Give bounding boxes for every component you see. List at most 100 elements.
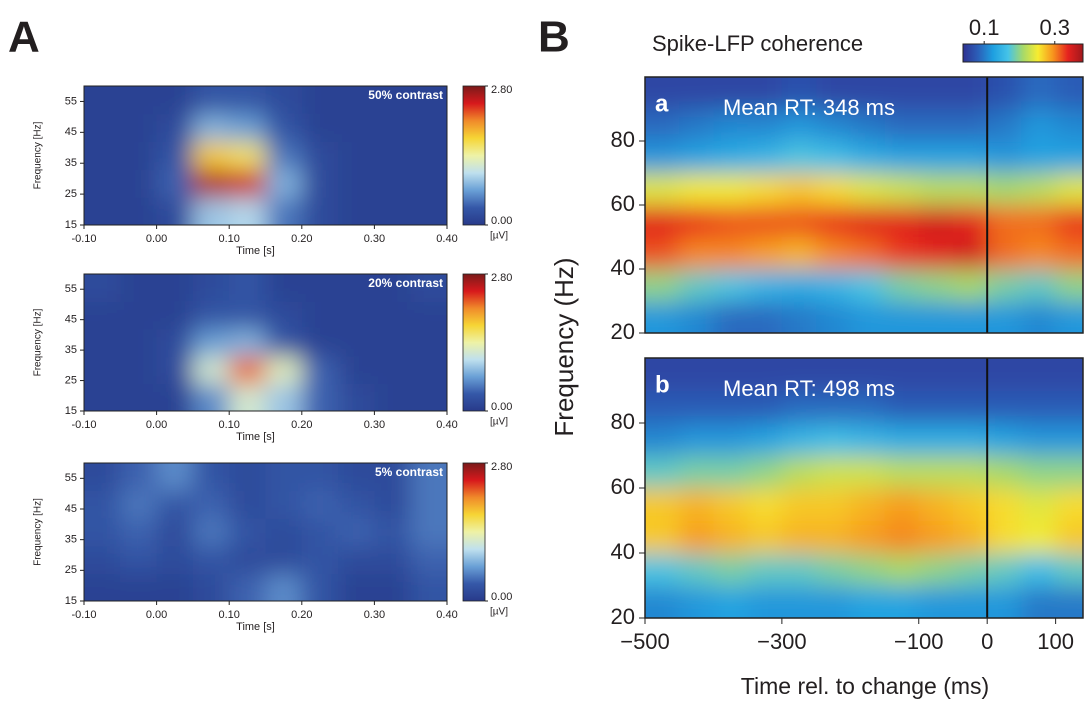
y-tick-label: 60 <box>611 191 635 216</box>
x-tick-label: -0.10 <box>71 233 96 245</box>
heatmap-cell <box>884 553 920 586</box>
heatmap-cell <box>987 358 1022 391</box>
heatmap <box>645 77 1083 333</box>
heatmap-cell <box>265 274 303 302</box>
heatmap-cell <box>884 488 920 521</box>
heatmap-cell <box>952 455 988 489</box>
y-tick-label: 35 <box>65 157 77 169</box>
heatmap-cell <box>120 356 158 385</box>
heatmap-cell <box>120 328 158 357</box>
heatmap-cell <box>679 358 714 391</box>
heatmap-cell <box>918 141 954 174</box>
y-tick-label: 80 <box>611 409 635 434</box>
heatmap-cell <box>1021 141 1057 174</box>
x-tick-label: −500 <box>620 629 670 654</box>
heatmap-cell <box>850 109 886 142</box>
heatmap-cell <box>884 77 920 110</box>
heatmap-cell <box>850 205 886 238</box>
heatmap-cell <box>192 490 230 519</box>
y-tick-label: 40 <box>611 539 635 564</box>
heatmap-cell <box>645 358 680 391</box>
heatmap-cell <box>987 423 1022 456</box>
y-axis-label: Frequency [Hz] <box>33 498 44 566</box>
heatmap-cell <box>918 585 954 618</box>
heatmap-cell <box>156 169 194 198</box>
heatmap-cell <box>374 141 412 170</box>
x-axis-label: Time [s] <box>236 245 275 257</box>
heatmap-cell <box>816 585 851 618</box>
heatmap-cell <box>952 141 988 174</box>
y-tick-label: 15 <box>65 219 77 231</box>
heatmap-cell <box>952 520 988 554</box>
heatmap-cell <box>645 109 680 142</box>
heatmap-cell <box>952 488 988 521</box>
heatmap-cell <box>229 86 266 115</box>
heatmap-cell <box>410 490 447 519</box>
heatmap-cell <box>1021 553 1057 586</box>
heatmap-cell <box>645 553 680 586</box>
heatmap-cell <box>884 520 920 554</box>
heatmap-cell <box>918 358 954 391</box>
y-tick-label: 25 <box>65 374 77 386</box>
heatmap-cell <box>918 173 954 206</box>
heatmap-cell <box>1021 173 1057 206</box>
heatmap-cell <box>816 269 851 302</box>
heatmap-cell <box>713 141 749 174</box>
heatmap-cell <box>1021 301 1057 333</box>
heatmap-cell <box>301 383 339 411</box>
heatmap-cell <box>156 383 194 411</box>
heatmap <box>645 358 1083 618</box>
heatmap-cell <box>747 141 783 174</box>
x-axis-label: Time rel. to change (ms) <box>741 673 989 699</box>
heatmap-cells <box>645 77 1083 333</box>
heatmap-cell <box>816 488 851 521</box>
heatmap-cell <box>84 328 121 357</box>
y-tick-label: 40 <box>611 255 635 280</box>
heatmap-cell <box>987 585 1022 618</box>
heatmap-cell <box>229 573 266 601</box>
x-tick-label: 0.10 <box>218 233 239 245</box>
heatmap-cell <box>1055 455 1083 489</box>
y-tick-label: 55 <box>65 95 77 107</box>
heatmap-cell <box>918 205 954 238</box>
colorbar-tick-label: 2.80 <box>491 272 512 284</box>
heatmap-cell <box>374 356 412 385</box>
heatmap-cell <box>987 237 1022 270</box>
heatmap-cell <box>301 274 339 302</box>
y-tick-label: 25 <box>65 188 77 200</box>
heatmap-cell <box>338 490 375 519</box>
heatmap-cell <box>156 141 194 170</box>
heatmap <box>84 463 447 601</box>
x-tick-label: 0.30 <box>364 419 385 431</box>
heatmap-cell <box>338 545 375 574</box>
heatmap-cell <box>850 173 886 206</box>
heatmap-cell <box>156 113 194 143</box>
heatmap-cell <box>1055 423 1083 456</box>
heatmap-cell <box>374 463 412 492</box>
heatmap-cell <box>781 358 817 391</box>
heatmap-cell <box>850 455 886 489</box>
panel-letter: b <box>655 371 670 398</box>
heatmap-cell <box>645 488 680 521</box>
heatmap-cell <box>374 573 412 601</box>
heatmap-cell <box>156 490 194 519</box>
x-tick-label: 0.40 <box>436 233 457 245</box>
heatmap-cell <box>816 173 851 206</box>
heatmap-cell <box>850 585 886 618</box>
heatmap-cell <box>781 109 817 142</box>
heatmap-cell <box>884 585 920 618</box>
heatmap-cell <box>679 205 714 238</box>
heatmap-cell <box>781 141 817 174</box>
heatmap-cell <box>816 390 851 424</box>
heatmap-cell <box>713 237 749 270</box>
heatmap-cell <box>410 169 447 198</box>
colorbar-tick-label: 0.00 <box>491 215 512 227</box>
heatmap-cell <box>374 274 412 302</box>
panel-title: 5% contrast <box>375 465 443 479</box>
heatmap-cell <box>120 197 158 225</box>
heatmap-cell <box>918 301 954 333</box>
heatmap <box>84 86 447 225</box>
x-tick-label: 0.00 <box>146 609 167 621</box>
heatmap-cell <box>884 205 920 238</box>
